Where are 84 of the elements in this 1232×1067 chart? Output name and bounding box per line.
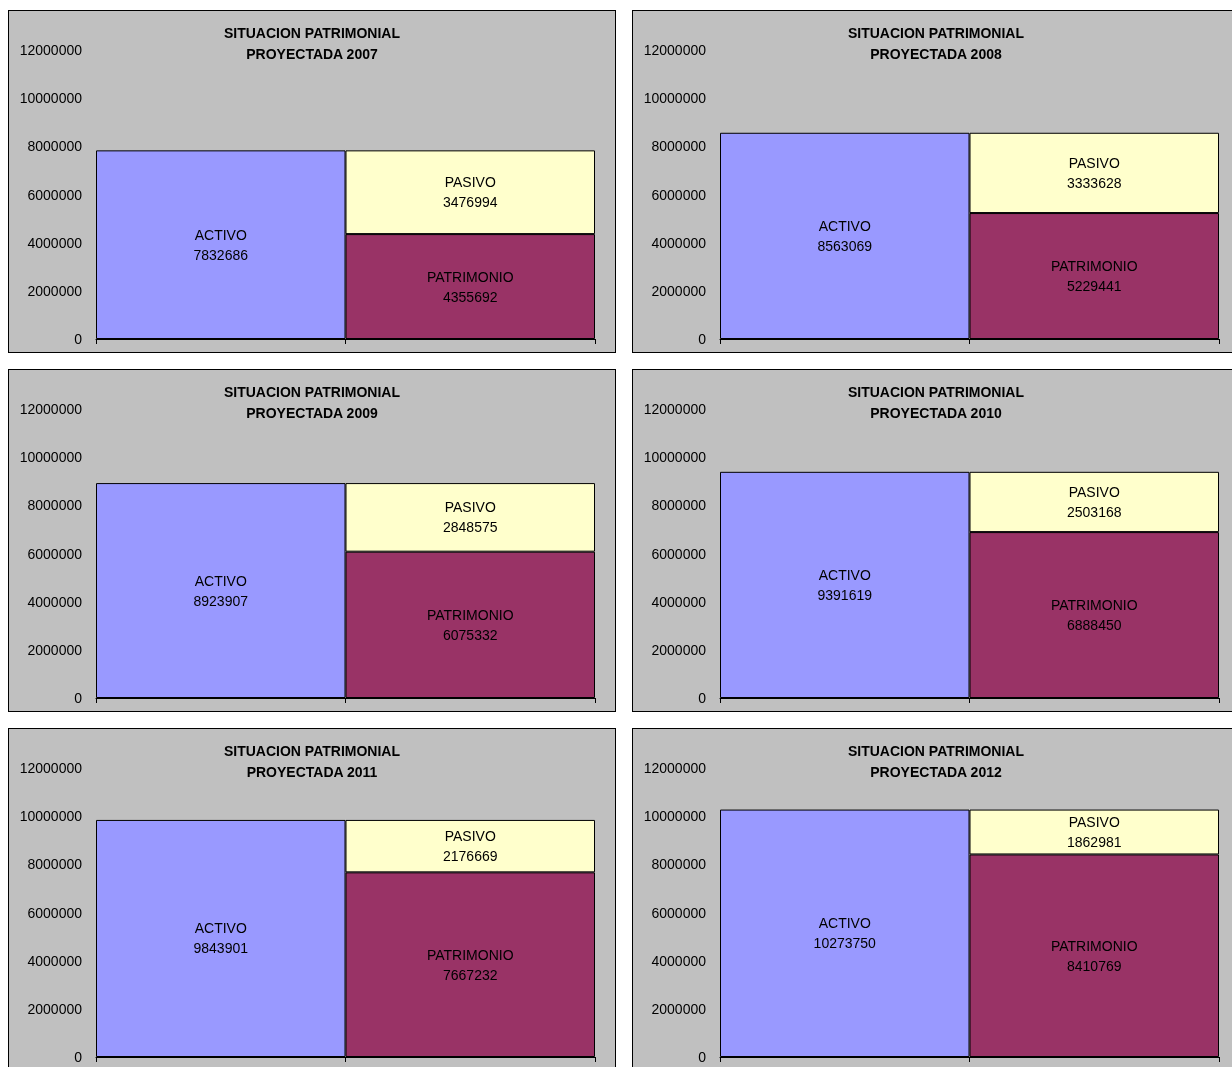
series-label: ACTIVO	[818, 566, 871, 583]
y-tick-label: 0	[74, 690, 83, 706]
y-tick-label: 0	[698, 1049, 707, 1065]
y-tick-label: 8000000	[651, 856, 707, 873]
y-tick-label: 8000000	[651, 497, 707, 514]
y-tick-label: 12000000	[643, 401, 707, 417]
data-label: 1862981	[1066, 834, 1122, 851]
chart-title: SITUACION PATRIMONIAL PROYECTADA 2011	[223, 742, 401, 780]
series-label: ACTIVO	[194, 572, 247, 589]
y-tick-label: 12000000	[19, 401, 83, 417]
y-tick-label: 2000000	[27, 1000, 83, 1017]
y-tick-label: 2000000	[27, 641, 83, 658]
y-tick-label: 2000000	[651, 1000, 707, 1017]
y-tick-label: 12000000	[19, 42, 83, 58]
y-tick-label: 0	[698, 690, 707, 706]
chart-title: SITUACION PATRIMONIAL PROYECTADA 2007	[223, 24, 401, 62]
y-tick-label: 10000000	[19, 90, 83, 107]
data-label: 5229441	[1066, 278, 1122, 295]
data-label: 9843901	[193, 940, 249, 957]
y-tick-label: 12000000	[643, 760, 707, 776]
y-tick-label: 6000000	[651, 545, 707, 562]
y-tick-label: 4000000	[651, 593, 707, 610]
series-label: PASIVO	[1068, 483, 1120, 500]
data-label: 9391619	[817, 586, 873, 603]
data-label: 2848575	[442, 519, 498, 536]
y-tick-label: 6000000	[651, 904, 707, 921]
y-tick-label: 4000000	[27, 952, 83, 969]
data-label: 7667232	[442, 966, 498, 983]
y-tick-label: 0	[74, 1049, 83, 1065]
series-label: PASIVO	[1068, 814, 1120, 831]
series-label: PATRIMONIO	[426, 606, 514, 623]
series-label: PATRIMONIO	[426, 946, 514, 963]
y-tick-label: 4000000	[27, 234, 83, 251]
series-label: PASIVO	[444, 828, 496, 845]
y-tick-label: 10000000	[643, 449, 707, 466]
series-label: ACTIVO	[194, 226, 247, 243]
chart-title: SITUACION PATRIMONIAL PROYECTADA 2010	[847, 383, 1025, 421]
y-tick-label: 6000000	[651, 186, 707, 203]
chart-title: SITUACION PATRIMONIAL PROYECTADA 2008	[847, 24, 1025, 62]
data-label: 7832686	[193, 246, 249, 263]
series-label: PATRIMONIO	[1050, 937, 1138, 954]
y-tick-label: 8000000	[27, 497, 83, 514]
y-tick-label: 2000000	[651, 282, 707, 299]
series-label: ACTIVO	[194, 920, 247, 937]
y-tick-label: 6000000	[27, 186, 83, 203]
data-label: 3333628	[1066, 174, 1122, 191]
y-tick-label: 8000000	[651, 138, 707, 155]
series-label: PATRIMONIO	[1050, 258, 1138, 275]
data-label: 6888450	[1066, 617, 1122, 634]
chart-title: SITUACION PATRIMONIAL PROYECTADA 2012	[847, 742, 1025, 780]
y-tick-label: 6000000	[27, 545, 83, 562]
y-tick-label: 12000000	[643, 42, 707, 58]
series-label: ACTIVO	[818, 915, 871, 932]
y-tick-label: 0	[74, 331, 83, 347]
y-tick-label: 8000000	[27, 138, 83, 155]
data-label: 8923907	[193, 592, 249, 609]
series-label: PASIVO	[444, 499, 496, 516]
data-label: 10273750	[813, 935, 877, 952]
y-tick-label: 10000000	[19, 449, 83, 466]
data-label: 2176669	[442, 848, 498, 865]
y-tick-label: 4000000	[651, 234, 707, 251]
y-tick-label: 12000000	[19, 760, 83, 776]
data-label: 2503168	[1066, 503, 1122, 520]
y-tick-label: 8000000	[27, 856, 83, 873]
y-tick-label: 6000000	[27, 904, 83, 921]
data-label: 6075332	[442, 626, 498, 643]
y-tick-label: 0	[698, 331, 707, 347]
series-label: ACTIVO	[818, 217, 871, 234]
y-tick-label: 10000000	[19, 808, 83, 825]
data-label: 3476994	[442, 194, 498, 211]
data-label: 8563069	[817, 237, 873, 254]
y-tick-label: 2000000	[651, 641, 707, 658]
y-tick-label: 4000000	[651, 952, 707, 969]
series-label: PASIVO	[1068, 154, 1120, 171]
series-label: PASIVO	[444, 174, 496, 191]
data-label: 4355692	[442, 288, 498, 305]
y-tick-label: 10000000	[643, 808, 707, 825]
data-label: 8410769	[1066, 957, 1122, 974]
series-label: PATRIMONIO	[1050, 597, 1138, 614]
series-label: PATRIMONIO	[426, 268, 514, 285]
y-tick-label: 2000000	[27, 282, 83, 299]
y-tick-label: 10000000	[643, 90, 707, 107]
chart-title: SITUACION PATRIMONIAL PROYECTADA 2009	[223, 383, 401, 421]
y-tick-label: 4000000	[27, 593, 83, 610]
